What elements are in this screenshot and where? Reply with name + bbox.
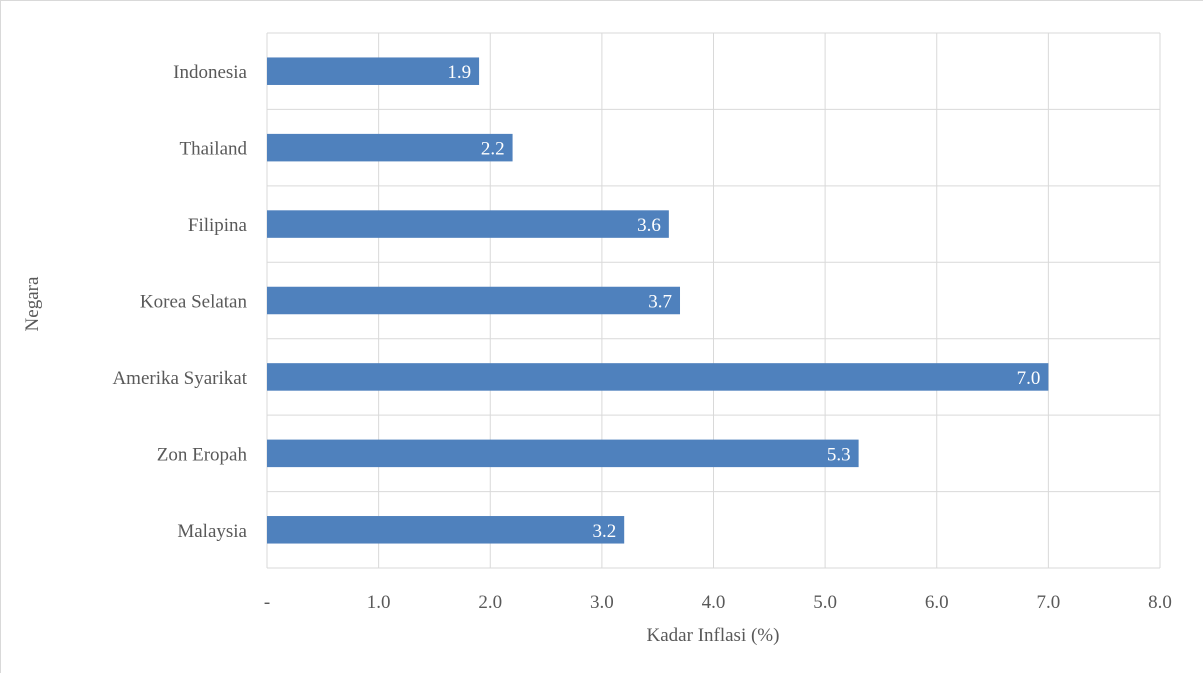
x-tick-label: 3.0 — [590, 592, 614, 613]
data-label: 3.6 — [637, 215, 661, 236]
bar — [267, 286, 681, 315]
x-tick-label: 8.0 — [1148, 592, 1172, 613]
category-labels: Indonesia Thailand Filipina Korea Selatan Am… — [112, 62, 247, 542]
x-tick-label: 5.0 — [813, 592, 837, 613]
x-tick-label: 7.0 — [1037, 592, 1061, 613]
category-label: Amerika Syarikat — [112, 368, 247, 389]
bar — [267, 210, 669, 238]
bar — [267, 439, 859, 468]
x-tick-label: 1.0 — [367, 592, 391, 613]
bar — [267, 516, 625, 544]
x-tick-label: - — [264, 592, 270, 613]
x-tick-labels: - 1.0 2.0 3.0 4.0 5.0 6.0 7.0 8.0 — [264, 592, 1172, 613]
data-label: 7.0 — [1017, 368, 1041, 389]
data-label: 3.2 — [592, 521, 616, 542]
bar — [267, 57, 480, 85]
y-axis-title: Negara — [22, 276, 43, 331]
category-label: Malaysia — [177, 521, 247, 542]
data-label: 1.9 — [447, 62, 471, 83]
gridlines — [266, 32, 1161, 569]
data-label: 3.7 — [648, 292, 672, 313]
x-axis-title: Kadar Inflasi (%) — [647, 625, 780, 646]
category-label: Zon Eropah — [157, 444, 248, 465]
category-label: Indonesia — [173, 62, 247, 83]
bar — [267, 133, 513, 162]
category-label: Filipina — [188, 215, 248, 236]
category-label: Korea Selatan — [140, 292, 248, 313]
x-tick-label: 2.0 — [478, 592, 502, 613]
category-label: Thailand — [179, 139, 247, 160]
x-tick-label: 4.0 — [702, 592, 726, 613]
data-label: 5.3 — [827, 444, 851, 465]
bar — [267, 363, 1049, 391]
x-tick-label: 6.0 — [925, 592, 949, 613]
data-label: 2.2 — [481, 139, 505, 160]
data-labels: 1.9 2.2 3.6 3.7 7.0 5.3 3.2 — [447, 62, 1040, 542]
bars — [267, 57, 1049, 544]
